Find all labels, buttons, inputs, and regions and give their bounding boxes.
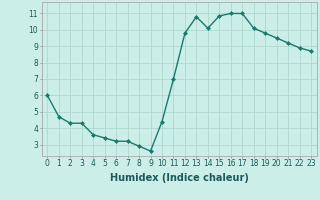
X-axis label: Humidex (Indice chaleur): Humidex (Indice chaleur) <box>110 173 249 183</box>
